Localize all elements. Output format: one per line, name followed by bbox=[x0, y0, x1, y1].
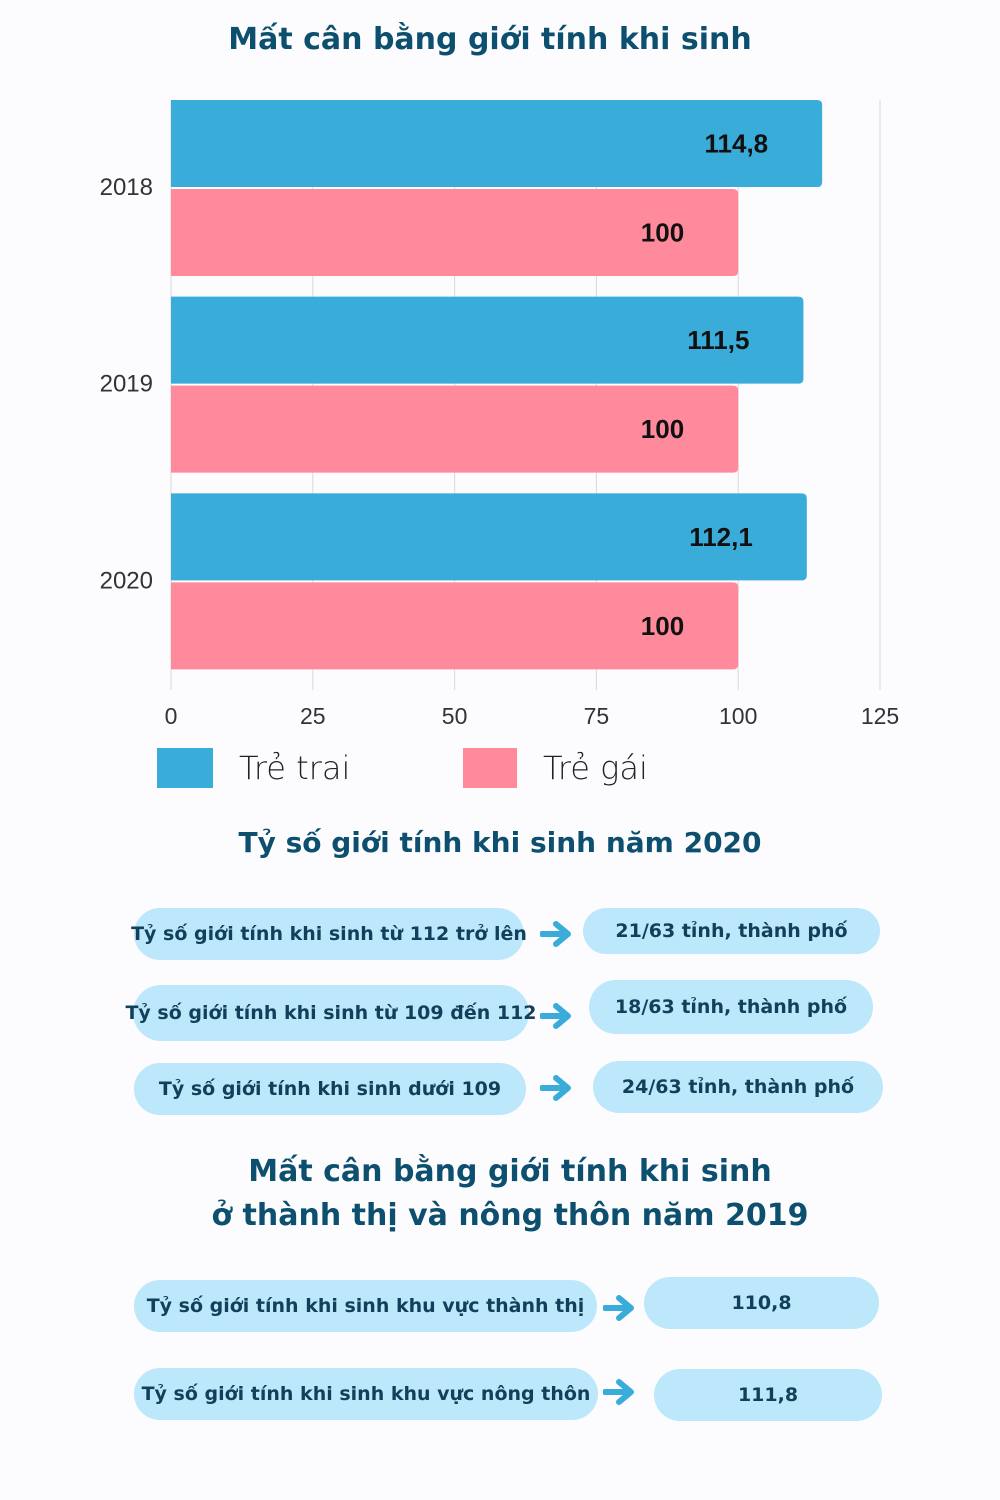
data-labels: 114,8 100 111,5 100 112,1 100 bbox=[641, 129, 768, 641]
section2-title: Tỷ số giới tính khi sinh năm 2020 bbox=[238, 826, 762, 859]
data-label: 114,8 bbox=[705, 129, 769, 159]
province-count: 21/63 tỉnh, thành phố bbox=[583, 908, 880, 954]
rural-ratio-label: Tỷ số giới tính khi sinh khu vực nông th… bbox=[134, 1368, 598, 1420]
urban-ratio-value: 110,8 bbox=[644, 1277, 879, 1329]
legend-swatch-girls bbox=[463, 748, 517, 788]
ratio-range-label: Tỷ số giới tính khi sinh từ 109 đến 112 bbox=[125, 985, 537, 1041]
arrow-right-icon bbox=[603, 1295, 634, 1321]
category-label: 2020 bbox=[100, 567, 153, 594]
bar-boys-2019 bbox=[171, 296, 804, 384]
data-label: 100 bbox=[641, 218, 684, 248]
legend-item-girls: Trẻ gái bbox=[463, 748, 648, 788]
legend-label-boys: Trẻ trai bbox=[239, 749, 351, 787]
bar-boys-2018 bbox=[171, 100, 823, 187]
x-tick-label: 25 bbox=[300, 703, 326, 729]
category-labels: 2018 2019 2020 bbox=[100, 174, 153, 594]
data-label: 100 bbox=[641, 414, 684, 444]
legend-item-boys: Trẻ trai bbox=[157, 748, 350, 788]
bar-chart: 2018 2019 2020 0 25 50 75 100 125 114,8 100 111,5… bbox=[100, 100, 900, 729]
x-tick-labels: 0 25 50 75 100 125 bbox=[165, 703, 900, 729]
data-label: 112,1 bbox=[689, 522, 753, 552]
province-count: 24/63 tỉnh, thành phố bbox=[593, 1061, 883, 1113]
rural-ratio-value: 111,8 bbox=[654, 1369, 882, 1421]
data-label: 100 bbox=[641, 611, 684, 641]
bar-boys-2020 bbox=[171, 493, 807, 581]
x-tick-label: 75 bbox=[584, 703, 610, 729]
urban-ratio-label: Tỷ số giới tính khi sinh khu vực thành t… bbox=[134, 1280, 597, 1332]
arrow-right-icon bbox=[603, 1379, 634, 1405]
bar-girls-2018 bbox=[171, 189, 739, 276]
legend-label-girls: Trẻ gái bbox=[543, 749, 648, 787]
x-tick-label: 125 bbox=[861, 703, 899, 729]
x-tick-label: 0 bbox=[165, 703, 178, 729]
arrow-right-icon bbox=[540, 921, 571, 947]
section3-title-line1: Mất cân bằng giới tính khi sinh bbox=[248, 1154, 772, 1189]
category-label: 2018 bbox=[100, 174, 153, 201]
legend-swatch-boys bbox=[157, 748, 213, 788]
arrow-right-icon bbox=[540, 1075, 571, 1101]
arrow-right-icon bbox=[540, 1003, 571, 1029]
x-tick-label: 50 bbox=[442, 703, 468, 729]
ratio-range-label: Tỷ số giới tính khi sinh dưới 109 bbox=[134, 1063, 526, 1115]
section3-title-line2: ở thành thị và nông thôn năm 2019 bbox=[211, 1198, 809, 1233]
chart-title: Mất cân bằng giới tính khi sinh bbox=[228, 22, 752, 57]
province-count: 18/63 tỉnh, thành phố bbox=[589, 980, 873, 1034]
section3-title: Mất cân bằng giới tính khi sinh ở thành … bbox=[10, 1150, 1000, 1238]
bar-girls-2019 bbox=[171, 385, 739, 473]
bars bbox=[171, 100, 823, 670]
category-label: 2019 bbox=[100, 371, 153, 398]
ratio-range-label: Tỷ số giới tính khi sinh từ 112 trở lên bbox=[131, 908, 527, 960]
bar-girls-2020 bbox=[171, 582, 739, 670]
x-tick-label: 100 bbox=[719, 703, 757, 729]
data-label: 111,5 bbox=[687, 325, 749, 355]
